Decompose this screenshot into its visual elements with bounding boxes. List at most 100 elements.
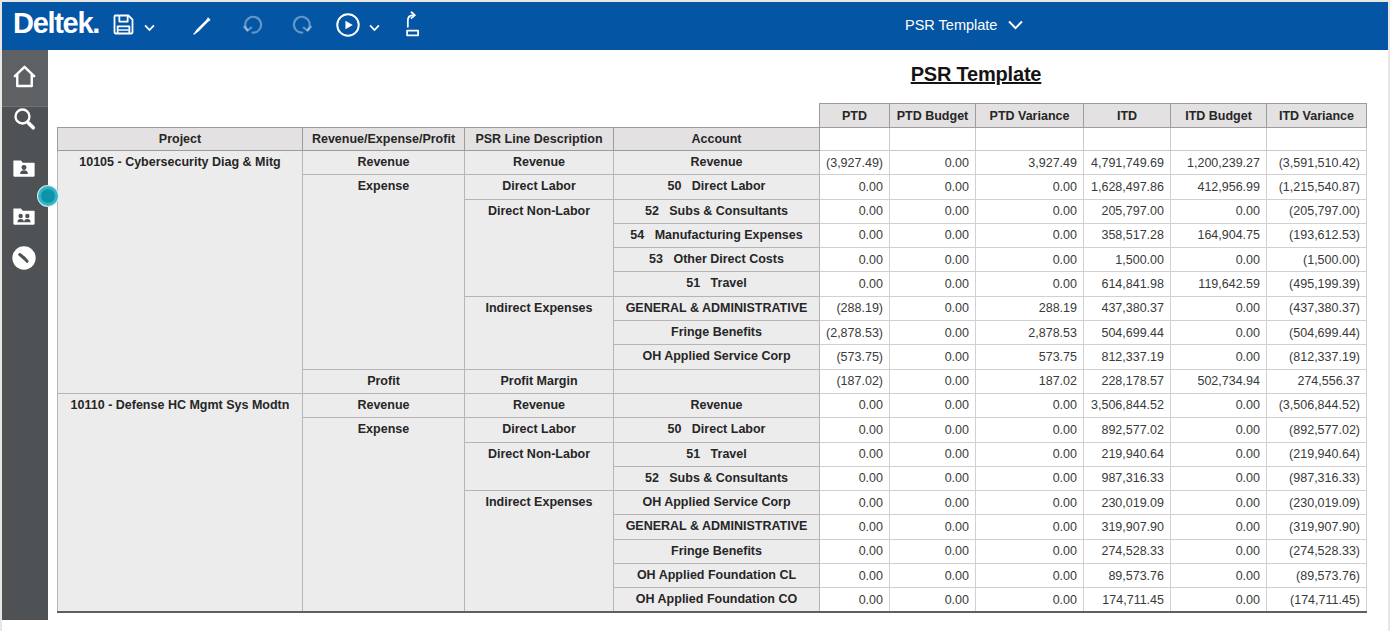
psr-line-cell: Indirect Expenses: [465, 296, 614, 369]
value-cell: (193,612.53): [1267, 223, 1367, 247]
value-cell: 0.00: [820, 223, 890, 247]
value-cell: 0.00: [1171, 296, 1267, 320]
value-cell: 0.00: [1171, 199, 1267, 223]
value-cell: 319,907.90: [1084, 515, 1171, 539]
value-cell: 0.00: [976, 539, 1084, 563]
value-cell: 230,019.09: [1084, 491, 1171, 515]
value-cell: 614,841.98: [1084, 272, 1171, 296]
value-cell: 0.00: [890, 491, 976, 515]
row-column-header: PSR Line Description: [465, 128, 614, 151]
header-empty-cell: [976, 128, 1084, 151]
save-button[interactable]: [110, 11, 155, 42]
value-cell: 0.00: [1171, 393, 1267, 417]
value-cell: 0.00: [890, 199, 976, 223]
psr-report: PTDPTD BudgetPTD VarianceITDITD BudgetIT…: [57, 103, 1367, 613]
value-cell: 0.00: [820, 466, 890, 490]
value-cell: 0.00: [890, 515, 976, 539]
value-cell: 274,528.33: [1084, 539, 1171, 563]
value-cell: 0.00: [820, 491, 890, 515]
row-column-header: Revenue/Expense/Profit: [303, 128, 465, 151]
chevron-down-icon: [144, 18, 155, 36]
value-cell: 0.00: [1171, 418, 1267, 442]
psr-line-cell: Direct Non-Labor: [465, 442, 614, 491]
value-cell: (812,337.19): [1267, 345, 1367, 369]
undo-button[interactable]: [241, 13, 267, 43]
nav-history-button[interactable]: [0, 238, 48, 282]
value-column-header: PTD Budget: [890, 104, 976, 128]
clock-icon: [10, 244, 38, 276]
top-bar: Deltek.: [0, 0, 1390, 50]
value-cell: (495,199.39): [1267, 272, 1367, 296]
account-cell: 53 Other Direct Costs: [614, 248, 820, 272]
value-cell: 1,200,239.27: [1171, 151, 1267, 175]
account-cell: 52 Subs & Consultants: [614, 199, 820, 223]
sidebar-splitter-handle[interactable]: [38, 186, 58, 206]
value-cell: 0.00: [1171, 321, 1267, 345]
value-cell: (288.19): [820, 296, 890, 320]
value-cell: 0.00: [820, 442, 890, 466]
deltek-logo: Deltek.: [13, 7, 99, 40]
value-cell: (205,797.00): [1267, 199, 1367, 223]
value-cell: 174,711.45: [1084, 588, 1171, 612]
value-cell: 502,734.94: [1171, 369, 1267, 393]
value-cell: 164,904.75: [1171, 223, 1267, 247]
export-button[interactable]: [400, 11, 425, 42]
value-cell: 0.00: [820, 248, 890, 272]
value-cell: 0.00: [1171, 442, 1267, 466]
play-circle-icon: [334, 11, 362, 43]
value-cell: 0.00: [820, 564, 890, 588]
nav-employee-button[interactable]: [0, 148, 48, 192]
value-cell: 504,699.44: [1084, 321, 1171, 345]
value-cell: 0.00: [976, 442, 1084, 466]
account-cell: 51 Travel: [614, 442, 820, 466]
value-cell: (230,019.09): [1267, 491, 1367, 515]
value-cell: (573.75): [820, 345, 890, 369]
template-selector[interactable]: PSR Template: [905, 0, 1023, 50]
value-cell: 892,577.02: [1084, 418, 1171, 442]
value-cell: 3,506,844.52: [1084, 393, 1171, 417]
value-cell: 0.00: [890, 418, 976, 442]
value-cell: (987,316.33): [1267, 466, 1367, 490]
value-cell: 228,178.57: [1084, 369, 1171, 393]
value-cell: 0.00: [1171, 539, 1267, 563]
value-cell: (187.02): [820, 369, 890, 393]
row-column-header: Account: [614, 128, 820, 151]
account-cell: OH Applied Foundation CL: [614, 564, 820, 588]
value-cell: 0.00: [820, 199, 890, 223]
account-cell: 52 Subs & Consultants: [614, 466, 820, 490]
value-cell: 358,517.28: [1084, 223, 1171, 247]
value-cell: (89,573.76): [1267, 564, 1367, 588]
psr-line-cell: Indirect Expenses: [465, 491, 614, 612]
value-cell: (319,907.90): [1267, 515, 1367, 539]
redo-button[interactable]: [288, 13, 314, 43]
value-cell: 0.00: [1171, 588, 1267, 612]
header-empty-cell: [1267, 128, 1367, 151]
value-cell: 0.00: [890, 248, 976, 272]
value-cell: 0.00: [820, 539, 890, 563]
table-row: 10110 - Defense HC Mgmt Sys ModtnRevenue…: [58, 393, 1367, 417]
run-button[interactable]: [334, 11, 380, 43]
row-column-header: Project: [58, 128, 303, 151]
value-cell: 1,628,497.86: [1084, 175, 1171, 199]
value-cell: 219,940.64: [1084, 442, 1171, 466]
nav-search-button[interactable]: [0, 98, 48, 142]
account-cell: 51 Travel: [614, 272, 820, 296]
value-cell: (174,711.45): [1267, 588, 1367, 612]
value-cell: 0.00: [976, 418, 1084, 442]
value-cell: 119,642.59: [1171, 272, 1267, 296]
value-cell: 187.02: [976, 369, 1084, 393]
value-cell: 0.00: [890, 564, 976, 588]
edit-button[interactable]: [190, 13, 215, 42]
value-column-header: ITD Variance: [1267, 104, 1367, 128]
account-cell: Fringe Benefits: [614, 539, 820, 563]
psr-line-cell: Revenue: [465, 393, 614, 417]
value-cell: 0.00: [820, 272, 890, 296]
account-cell: 50 Direct Labor: [614, 175, 820, 199]
type-cell: Expense: [303, 418, 465, 612]
value-cell: 0.00: [820, 393, 890, 417]
value-cell: 812,337.19: [1084, 345, 1171, 369]
value-cell: 0.00: [890, 466, 976, 490]
employees-folder-icon: [11, 205, 37, 232]
value-cell: 0.00: [820, 515, 890, 539]
report-title: PSR Template: [819, 63, 1133, 86]
